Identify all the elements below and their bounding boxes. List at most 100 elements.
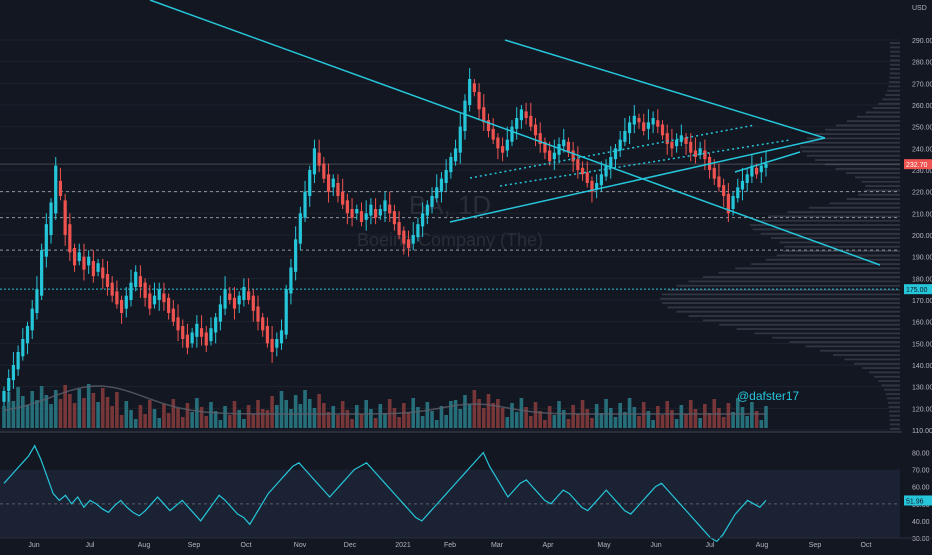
volume-bar (514, 412, 519, 428)
candle-body (350, 209, 354, 218)
candle-body (595, 183, 599, 190)
volume-bar (242, 419, 246, 428)
volume-bar (25, 405, 30, 428)
volume-bar (30, 391, 35, 428)
candle-body (750, 165, 754, 177)
volume-bar (77, 389, 82, 428)
candle-body (538, 133, 542, 144)
profile-bar (885, 94, 900, 96)
volume-bar (322, 403, 326, 428)
volume-bar (331, 406, 336, 428)
profile-bar (833, 354, 900, 356)
candle-body (548, 150, 552, 162)
price-tick-label: 260.00 (912, 103, 932, 110)
volume-bar (21, 396, 25, 428)
profile-bar (887, 89, 900, 92)
volume-bar (745, 416, 749, 428)
volume-bar (265, 410, 270, 428)
profile-bar (702, 276, 900, 278)
volume-bar (44, 395, 49, 428)
price-tick-label: 110.00 (912, 428, 932, 435)
profile-bar (807, 154, 900, 157)
profile-bar (854, 362, 900, 365)
candle-body (703, 150, 707, 160)
profile-bar (878, 380, 900, 382)
volume-bar (420, 416, 425, 428)
candle-body (698, 148, 702, 155)
profile-bar (889, 68, 900, 70)
volume-bar (312, 408, 317, 428)
candle-body (190, 332, 194, 344)
profile-bar (861, 180, 900, 183)
profile-bar (820, 349, 900, 352)
profile-bar (889, 59, 900, 62)
profile-bar (801, 141, 900, 144)
profile-bar (889, 423, 900, 426)
rsi-line (3, 444, 767, 543)
volume-bar (260, 409, 265, 428)
volume-bar (510, 403, 514, 428)
candle-body (510, 126, 514, 142)
volume-bar (124, 401, 129, 428)
candle-body (383, 200, 387, 212)
author-label: @dafster17 (737, 389, 800, 403)
profile-bar (661, 293, 900, 296)
candle-body (91, 261, 95, 277)
volume-bar (425, 402, 430, 428)
profile-bar (835, 167, 900, 170)
trendlines[interactable] (149, 0, 881, 266)
candle-body (463, 100, 467, 131)
candle-body (11, 365, 16, 381)
time-tick-label: Oct (241, 542, 252, 549)
profile-bar (846, 172, 900, 174)
candle-body (228, 293, 232, 300)
candle-body (58, 180, 63, 196)
profile-bar (881, 384, 900, 387)
candle-body (40, 250, 44, 296)
profile-bar (846, 120, 900, 122)
profile-bar (808, 206, 900, 209)
volume-bar (703, 404, 707, 428)
price-tick-label: 290.00 (912, 38, 932, 45)
candle-body (373, 209, 378, 218)
volume-bar (453, 400, 458, 428)
profile-bar (858, 193, 900, 196)
short-support-line (734, 151, 801, 173)
volume-bar (472, 390, 477, 428)
price-tick-label: 150.00 (912, 341, 932, 348)
profile-bar (889, 81, 900, 83)
volume-bar (345, 410, 350, 428)
candle-body (524, 111, 528, 118)
volume-bar (402, 403, 406, 428)
profile-bar (659, 297, 900, 300)
profile-bar (815, 159, 900, 161)
candle-body (115, 291, 119, 305)
time-tick-label: Jun (28, 542, 39, 549)
candle-body (585, 172, 589, 183)
candle-body (458, 126, 462, 153)
profile-bar (889, 427, 900, 430)
candle-body (482, 107, 486, 123)
candle-body (30, 308, 34, 331)
candle-body (435, 187, 439, 199)
volume-bar (378, 404, 383, 428)
volume-bar (627, 398, 632, 428)
profile-bar (779, 241, 900, 244)
candle-body (134, 271, 138, 287)
volume-bar (63, 385, 67, 428)
candle-body (543, 141, 547, 153)
candle-body (284, 289, 288, 335)
profile-bar (768, 215, 900, 218)
profile-bar (776, 254, 900, 257)
volume-bar (467, 404, 472, 428)
candle-body (421, 213, 425, 227)
profile-bar (887, 397, 900, 400)
volume-bar (599, 413, 604, 428)
price-tick-label: 120.00 (912, 406, 932, 413)
profile-bar (846, 198, 900, 200)
candle-body (270, 339, 274, 352)
candle-body (618, 139, 622, 151)
candle-body (312, 148, 317, 175)
